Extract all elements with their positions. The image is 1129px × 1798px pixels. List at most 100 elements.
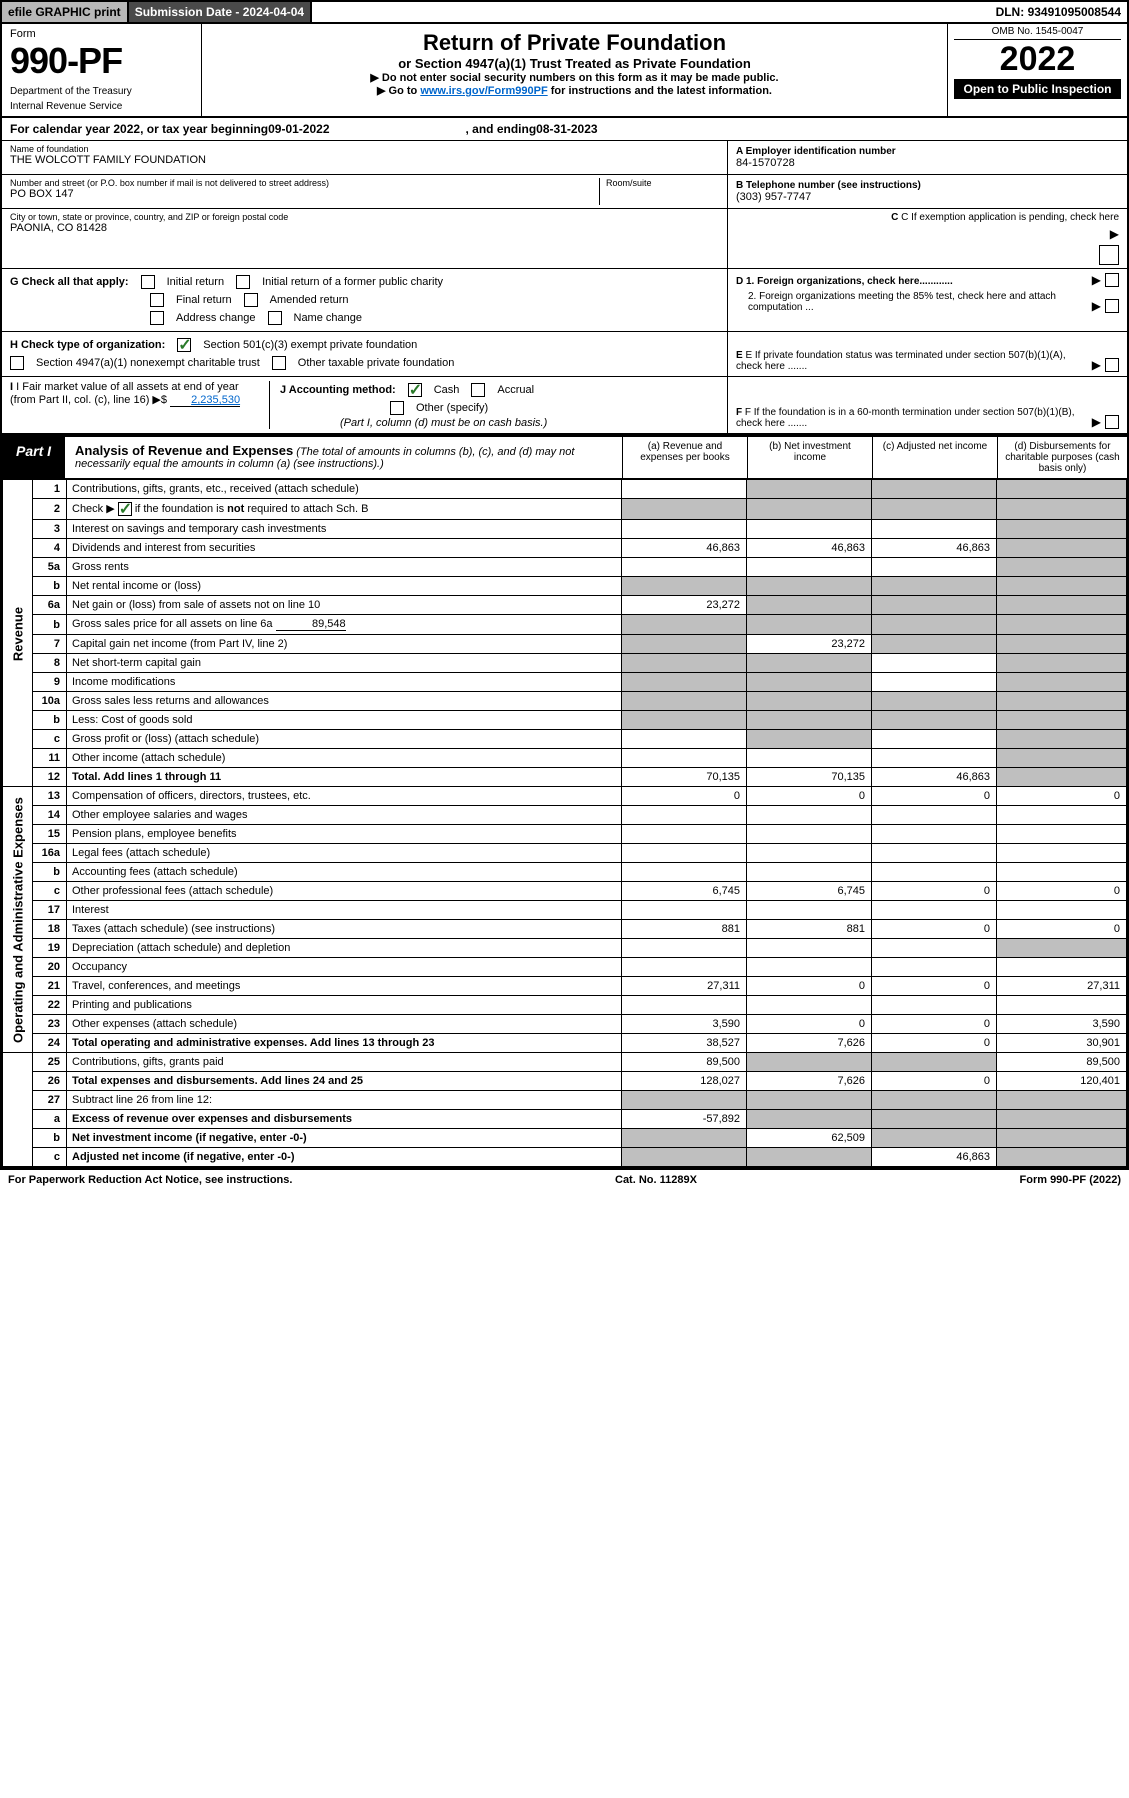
line-27b: bNet investment income (if negative, ent… [3, 1129, 1127, 1148]
line-27c: cAdjusted net income (if negative, enter… [3, 1148, 1127, 1167]
other-method-checkbox[interactable] [390, 401, 404, 415]
form-word: Form [10, 28, 193, 40]
line-22: 22Printing and publications [3, 996, 1127, 1015]
line-6a: 6aNet gain or (loss) from sale of assets… [3, 596, 1127, 615]
line-27: 27Subtract line 26 from line 12: [3, 1091, 1127, 1110]
line-15: 15Pension plans, employee benefits [3, 825, 1127, 844]
exemption-checkbox[interactable] [1099, 245, 1119, 265]
oae-side-label: Operating and Administrative Expenses [3, 787, 33, 1053]
line-16b: bAccounting fees (attach schedule) [3, 863, 1127, 882]
line-16a: 16aLegal fees (attach schedule) [3, 844, 1127, 863]
line-24: 24Total operating and administrative exp… [3, 1034, 1127, 1053]
part1-tag: Part I [2, 437, 65, 478]
other-taxable-checkbox[interactable] [272, 356, 286, 370]
line-8: 8Net short-term capital gain [3, 654, 1127, 673]
section-f: F F If the foundation is in a 60-month t… [727, 377, 1127, 433]
line-10a: 10aGross sales less returns and allowanc… [3, 692, 1127, 711]
section-i-j-f: I I Fair market value of all assets at e… [2, 377, 1127, 435]
part1-description: Analysis of Revenue and Expenses (The to… [65, 437, 622, 478]
part1-table: Revenue1Contributions, gifts, grants, et… [2, 479, 1127, 1167]
line-18: 18Taxes (attach schedule) (see instructi… [3, 920, 1127, 939]
amended-return-checkbox[interactable] [244, 293, 258, 307]
city-row: City or town, state or province, country… [2, 209, 727, 243]
line-13: Operating and Administrative Expenses13C… [3, 787, 1127, 806]
header-left: Form 990-PF Department of the Treasury I… [2, 24, 202, 116]
line-16c: cOther professional fees (attach schedul… [3, 882, 1127, 901]
dept-treasury: Department of the Treasury [10, 86, 193, 97]
line-21: 21Travel, conferences, and meetings27,31… [3, 977, 1127, 996]
col-b-header: (b) Net investment income [747, 437, 872, 478]
line-23: 23Other expenses (attach schedule)3,5900… [3, 1015, 1127, 1034]
line-1: Revenue1Contributions, gifts, grants, et… [3, 480, 1127, 499]
form-990pf: efile GRAPHIC print Submission Date - 20… [0, 0, 1129, 1169]
revenue-side-label: Revenue [3, 480, 33, 787]
foreign-85-checkbox[interactable] [1105, 299, 1119, 313]
60month-checkbox[interactable] [1105, 415, 1119, 429]
line-10b: bLess: Cost of goods sold [3, 711, 1127, 730]
line-7: 7Capital gain net income (from Part IV, … [3, 635, 1127, 654]
ein-row: A Employer identification number 84-1570… [728, 141, 1127, 175]
open-to-public: Open to Public Inspection [954, 79, 1121, 99]
section-h-e: H Check type of organization: Section 50… [2, 332, 1127, 377]
form990pf-link[interactable]: www.irs.gov/Form990PF [420, 85, 547, 97]
cash-method-checkbox[interactable] [408, 383, 422, 397]
cash-basis-note: (Part I, column (d) must be on cash basi… [280, 417, 719, 429]
line-6b: bGross sales price for all assets on lin… [3, 615, 1127, 635]
accrual-method-checkbox[interactable] [471, 383, 485, 397]
form-number: 990-PF [10, 40, 193, 82]
line-25: 25Contributions, gifts, grants paid89,50… [3, 1053, 1127, 1072]
top-bar: efile GRAPHIC print Submission Date - 20… [2, 2, 1127, 24]
submission-date: Submission Date - 2024-04-04 [129, 2, 312, 22]
dln: DLN: 93491095008544 [990, 2, 1127, 22]
line-2: 2Check ▶ if the foundation is not requir… [3, 499, 1127, 520]
phone-row: B Telephone number (see instructions) (3… [728, 175, 1127, 209]
address-change-checkbox[interactable] [150, 311, 164, 325]
ein-value: 84-1570728 [736, 157, 1119, 169]
line-4: 4Dividends and interest from securities4… [3, 539, 1127, 558]
col-d-header: (d) Disbursements for charitable purpose… [997, 437, 1127, 478]
city-state-zip: PAONIA, CO 81428 [10, 222, 719, 234]
line-27a: aExcess of revenue over expenses and dis… [3, 1110, 1127, 1129]
col-a-header: (a) Revenue and expenses per books [622, 437, 747, 478]
initial-former-checkbox[interactable] [236, 275, 250, 289]
foreign-org-checkbox[interactable] [1105, 273, 1119, 287]
fmv-value[interactable]: 2,235,530 [170, 394, 240, 407]
dept-irs: Internal Revenue Service [10, 101, 193, 112]
goto-instructions: ▶ Go to www.irs.gov/Form990PF for instru… [214, 84, 935, 97]
col-c-header: (c) Adjusted net income [872, 437, 997, 478]
address-row: Number and street (or P.O. box number if… [2, 175, 727, 209]
line-20: 20Occupancy [3, 958, 1127, 977]
line-5b: bNet rental income or (loss) [3, 577, 1127, 596]
paperwork-notice: For Paperwork Reduction Act Notice, see … [8, 1174, 292, 1186]
line-19: 19Depreciation (attach schedule) and dep… [3, 939, 1127, 958]
omb-number: OMB No. 1545-0047 [954, 26, 1121, 40]
header-center: Return of Private Foundation or Section … [202, 24, 947, 116]
line-5a: 5aGross rents [3, 558, 1127, 577]
i-j-section: I I Fair market value of all assets at e… [2, 377, 727, 433]
line-11: 11Other income (attach schedule) [3, 749, 1127, 768]
name-change-checkbox[interactable] [268, 311, 282, 325]
street-address: PO BOX 147 [10, 188, 599, 200]
final-return-checkbox[interactable] [150, 293, 164, 307]
header-right: OMB No. 1545-0047 2022 Open to Public In… [947, 24, 1127, 116]
gross-sales-price: 89,548 [276, 618, 346, 631]
schb-not-required-checkbox[interactable] [118, 502, 132, 516]
line-10c: cGross profit or (loss) (attach schedule… [3, 730, 1127, 749]
section-e: E E If private foundation status was ter… [727, 332, 1127, 376]
line-3: 3Interest on savings and temporary cash … [3, 520, 1127, 539]
initial-return-checkbox[interactable] [141, 275, 155, 289]
year-begin: 09-01-2022 [268, 122, 329, 136]
form-footer-label: Form 990-PF (2022) [1020, 1174, 1122, 1186]
page-footer: For Paperwork Reduction Act Notice, see … [0, 1169, 1129, 1190]
phone-value: (303) 957-7747 [736, 191, 1119, 203]
g-check-all: G Check all that apply: Initial return I… [2, 269, 727, 331]
501c3-checkbox[interactable] [177, 338, 191, 352]
form-subtitle: or Section 4947(a)(1) Trust Treated as P… [214, 56, 935, 71]
exemption-pending-row: C C If exemption application is pending,… [728, 209, 1127, 268]
foundation-name: THE WOLCOTT FAMILY FOUNDATION [10, 154, 719, 166]
terminated-checkbox[interactable] [1105, 358, 1119, 372]
h-org-type: H Check type of organization: Section 50… [2, 332, 727, 376]
info-right: A Employer identification number 84-1570… [727, 141, 1127, 268]
line-14: 14Other employee salaries and wages [3, 806, 1127, 825]
4947a1-checkbox[interactable] [10, 356, 24, 370]
